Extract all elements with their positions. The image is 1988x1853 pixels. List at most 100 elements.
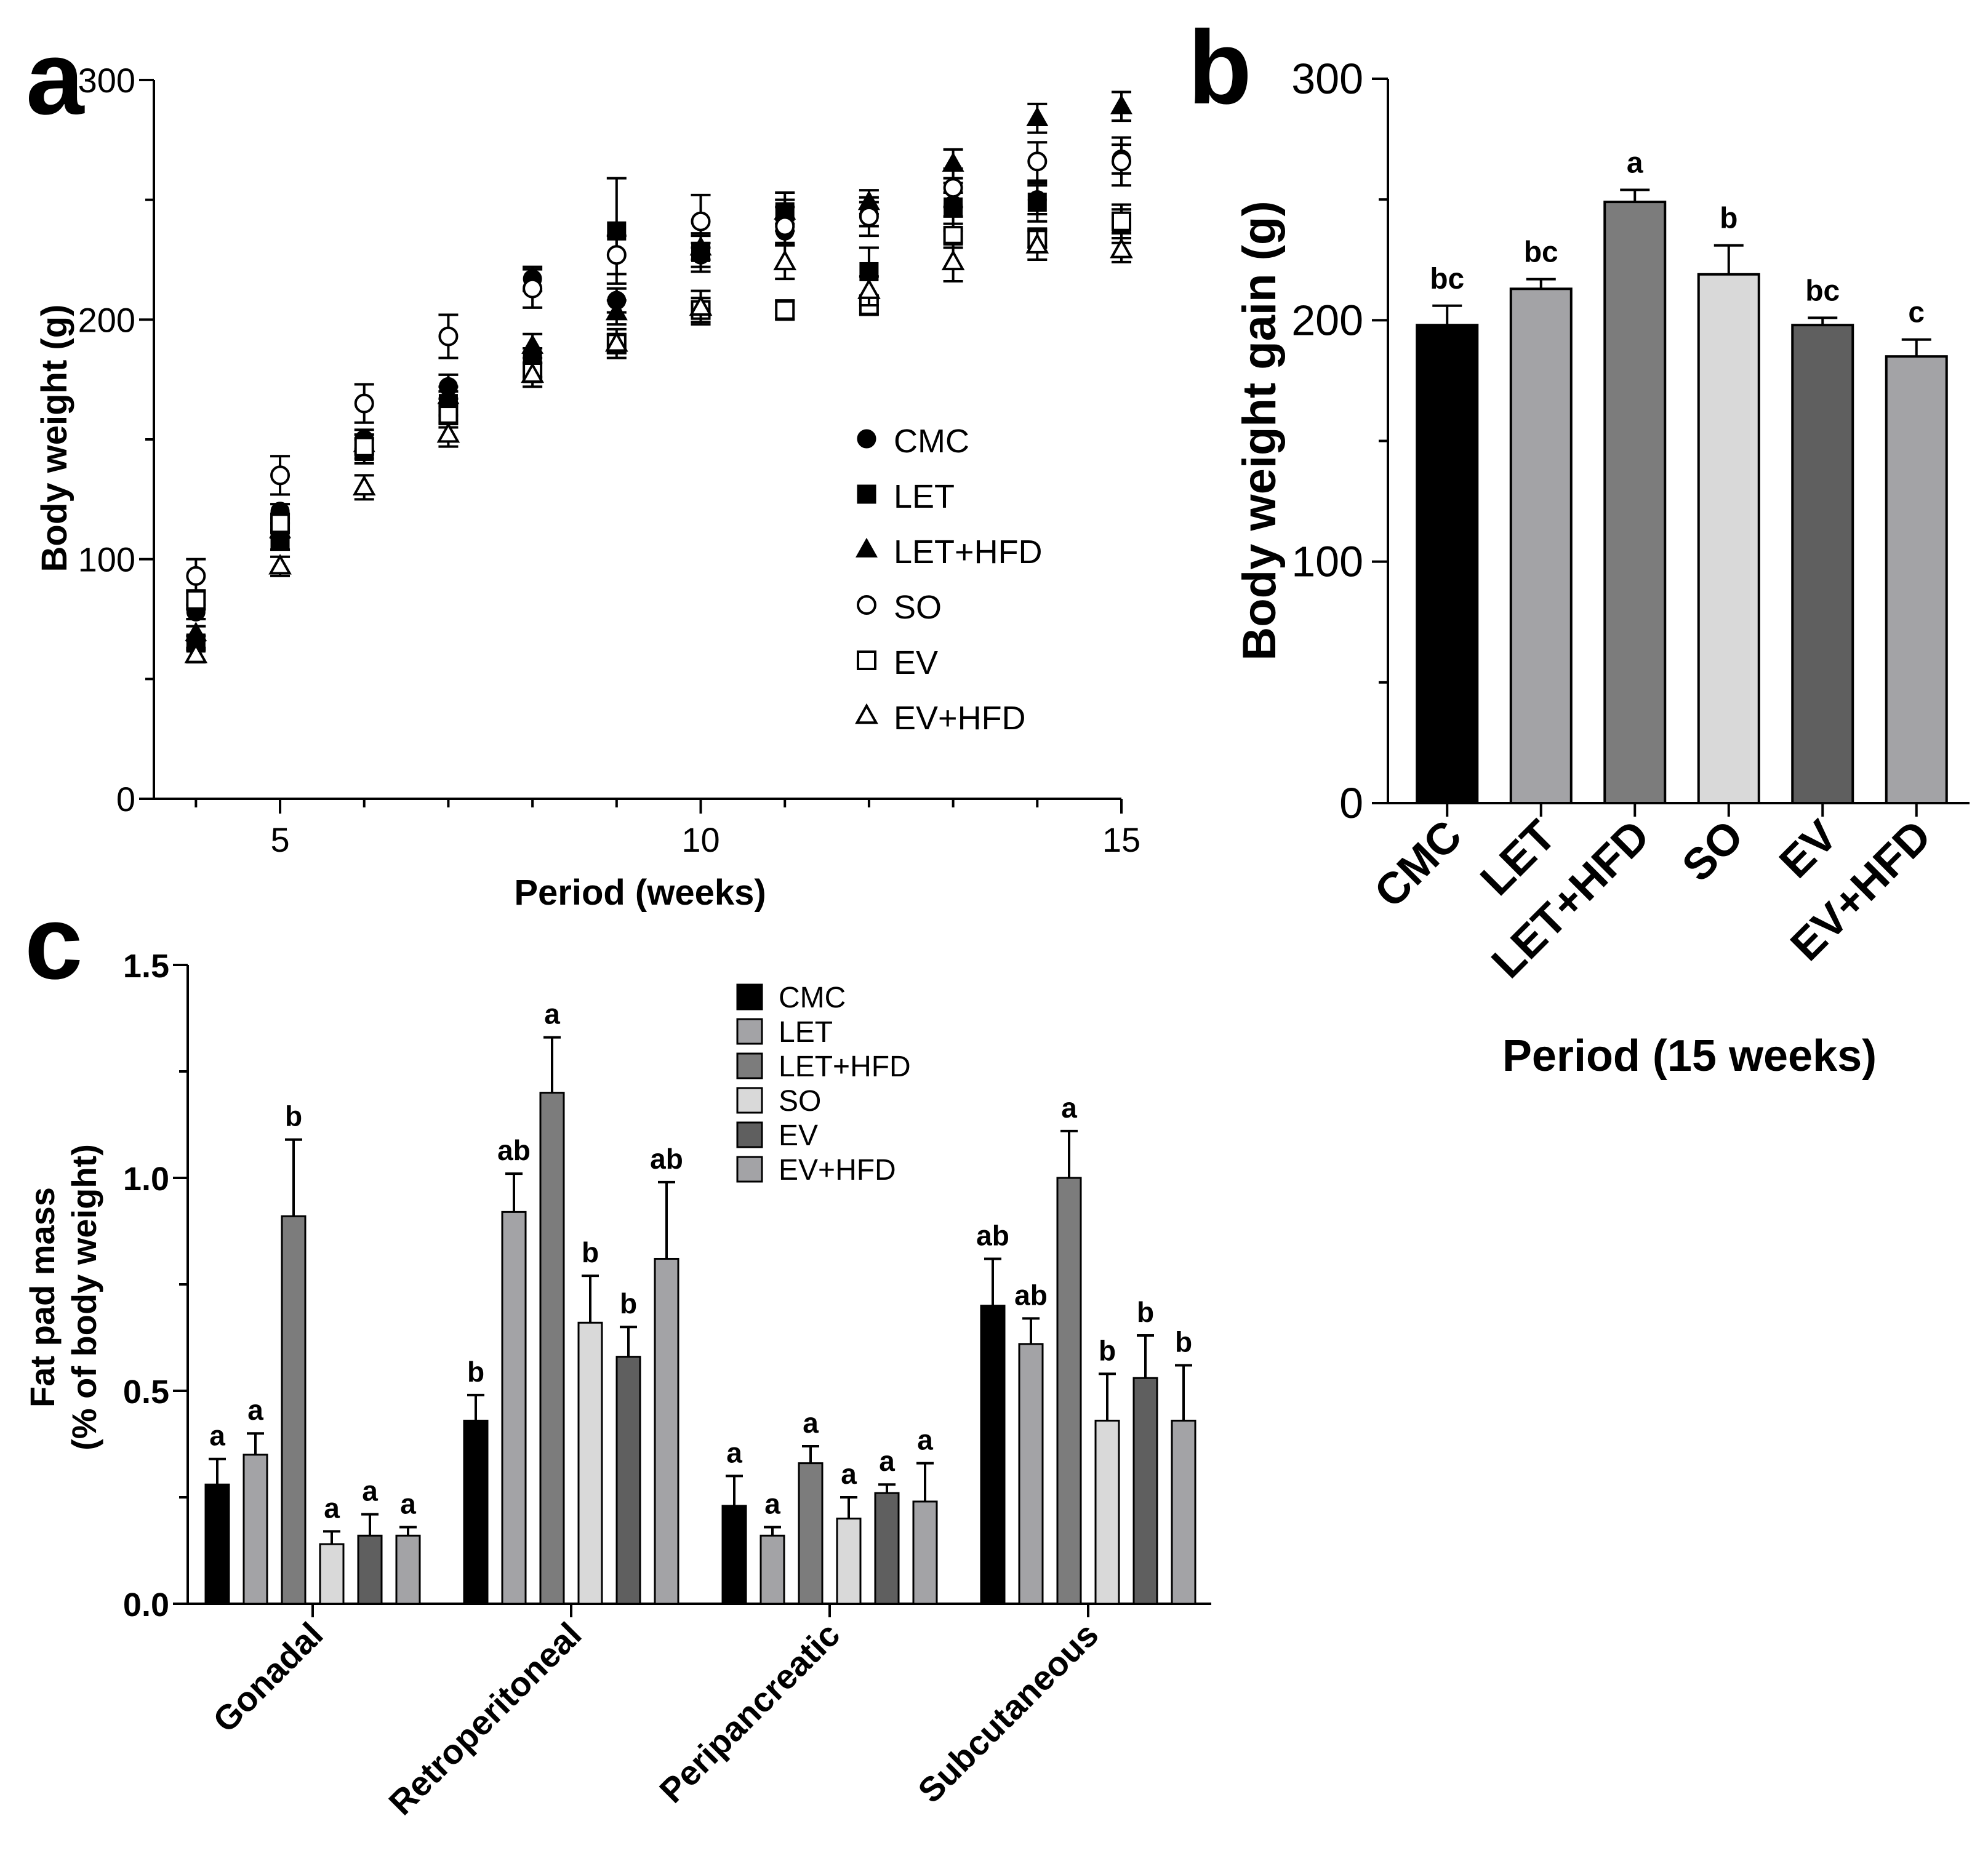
panel-c-significance-label: a (544, 998, 560, 1030)
panel-c-legend-swatch (736, 1156, 763, 1183)
panel-c-significance-label: a (917, 1424, 933, 1456)
panel-c-legend-swatch (736, 1052, 763, 1079)
panel-b-x-axis-label: Period (15 weeks) (1502, 1031, 1877, 1081)
panel-a-point-so (1112, 151, 1131, 172)
panel-c-significance-label: b (1099, 1334, 1116, 1366)
panel-a-y-tick-label: 300 (78, 61, 135, 100)
panel-letter-a: a (26, 20, 85, 137)
panel-c-significance-label: a (803, 1407, 819, 1439)
panel-c-y-tick-label: 0.0 (123, 1587, 169, 1623)
panel-a-point-let (1027, 193, 1047, 212)
panel-c-legend-label: SO (779, 1085, 821, 1118)
panel-a-legend-marker-let-hfd (856, 537, 878, 558)
panel-c-y-axis-label-line2: (% of body weight) (65, 1144, 103, 1451)
panel-c-significance-label: b (285, 1100, 302, 1132)
panel-c-y-tick-label: 1.5 (123, 948, 169, 985)
panel-c-legend-label: EV (779, 1119, 818, 1152)
panel-c-significance-label: a (1061, 1092, 1077, 1124)
panel-c-bar (204, 1483, 230, 1605)
panel-c-legend-label: LET (779, 1016, 833, 1049)
panel-b-significance-label: c (1908, 297, 1925, 329)
panel-b-bar (1509, 287, 1573, 804)
panel-a-point-ev (186, 590, 206, 610)
panel-a-legend-label: LET+HFD (894, 534, 1043, 570)
panel-c-significance-label: a (841, 1458, 857, 1490)
panel-a-legend-marker-cmc (857, 429, 876, 449)
panel-a-point-so (354, 393, 374, 414)
panel-c-bar (654, 1257, 679, 1605)
panel-a-legend-marker-so (857, 595, 876, 615)
panel-a-legend: CMC LET LET+HFD SO EV EV+HFD (855, 423, 1043, 737)
panel-a-point-ev (270, 513, 291, 534)
panel-a-legend-marker-ev-hfd (855, 703, 878, 724)
panel-c-significance-label: b (467, 1356, 484, 1388)
panel-b-significance-label: b (1720, 202, 1737, 235)
panel-c-bar (577, 1321, 603, 1605)
panel-c-bar (539, 1092, 565, 1605)
panel-a-legend-label: EV (894, 644, 938, 681)
panel-a-x-tick-label: 5 (270, 820, 289, 859)
panel-a-point-ev (775, 300, 795, 320)
panel-c-bar (615, 1356, 641, 1605)
panel-c-significance-label: a (209, 1420, 225, 1452)
panel-letter-b: b (1188, 9, 1252, 126)
panel-a-point-ev-hfd (521, 362, 544, 383)
panel-b-y-tick-label: 100 (1291, 538, 1363, 586)
panel-a-y-tick-label: 100 (78, 540, 135, 579)
panel-c-bar (357, 1534, 383, 1605)
panel-b-y-axis-label: Body weight gain (g) (1233, 201, 1286, 660)
panel-b-bar (1885, 355, 1948, 804)
panel-a-point-let-hfd (1026, 106, 1049, 126)
panel-c-significance-label: a (879, 1445, 895, 1477)
panel-a-point-so (186, 566, 206, 586)
panel-a-legend-marker-let (857, 484, 876, 504)
panel-c-bar (1132, 1377, 1158, 1605)
panel-b-bars: bc bc a b bc c (1416, 146, 1948, 805)
panel-c-significance-label: a (400, 1487, 416, 1519)
panel-b-y-tick-label: 200 (1291, 296, 1363, 344)
panel-a-data-points (184, 90, 1133, 664)
panel-c-legend-label: LET+HFD (779, 1051, 911, 1083)
panel-b-bar (1697, 273, 1760, 805)
panel-c-significance-label: b (582, 1236, 599, 1268)
panel-c-legend-label: CMC (779, 982, 846, 1014)
panel-a-point-so (859, 206, 879, 226)
panel-a-point-so (1027, 151, 1048, 172)
panel-a-point-so (775, 216, 795, 236)
panel-b-y-tick-label: 300 (1291, 55, 1363, 103)
panel-c-bar (760, 1534, 785, 1605)
panel-c-y-axis-label-line1: Fat pad mass (23, 1187, 62, 1407)
panel-c-significance-label: a (764, 1487, 780, 1519)
panel-a-point-so (438, 326, 459, 346)
panel-a-point-so (943, 178, 963, 198)
panel-c-bar (874, 1492, 900, 1605)
panel-a-point-ev-hfd (1110, 238, 1133, 258)
panel-b-y-tick-label: 0 (1339, 779, 1363, 827)
panel-c-significance-label: ab (497, 1134, 531, 1166)
panel-c-legend-swatch (736, 1087, 763, 1114)
panel-b-significance-label: bc (1805, 274, 1840, 307)
panel-b-bar (1416, 324, 1479, 804)
panel-c-bar (1056, 1177, 1082, 1605)
panel-c-bar (463, 1419, 489, 1605)
panel-a-point-let-hfd (605, 300, 628, 321)
panel-a-legend-label: EV+HFD (894, 700, 1026, 737)
panel-c-significance-label: ab (650, 1143, 683, 1175)
panel-c-bar (1094, 1419, 1120, 1605)
panel-a-point-ev-hfd (857, 278, 881, 299)
panel-c-bar (319, 1543, 345, 1605)
panel-a-point-ev-hfd (1025, 233, 1049, 254)
panel-a-y-tick-label: 200 (78, 300, 135, 339)
panel-c-bar (798, 1462, 824, 1605)
panel-a-point-let-hfd (521, 334, 544, 354)
panel-c-significance-label: a (362, 1475, 378, 1507)
panel-a-y-axis-label: Body weight (g) (34, 305, 74, 572)
panel-c-bar (980, 1305, 1006, 1605)
panel-b-bar (1603, 201, 1667, 804)
panel-a-point-so (270, 465, 291, 486)
panel-c-bar (395, 1534, 421, 1605)
